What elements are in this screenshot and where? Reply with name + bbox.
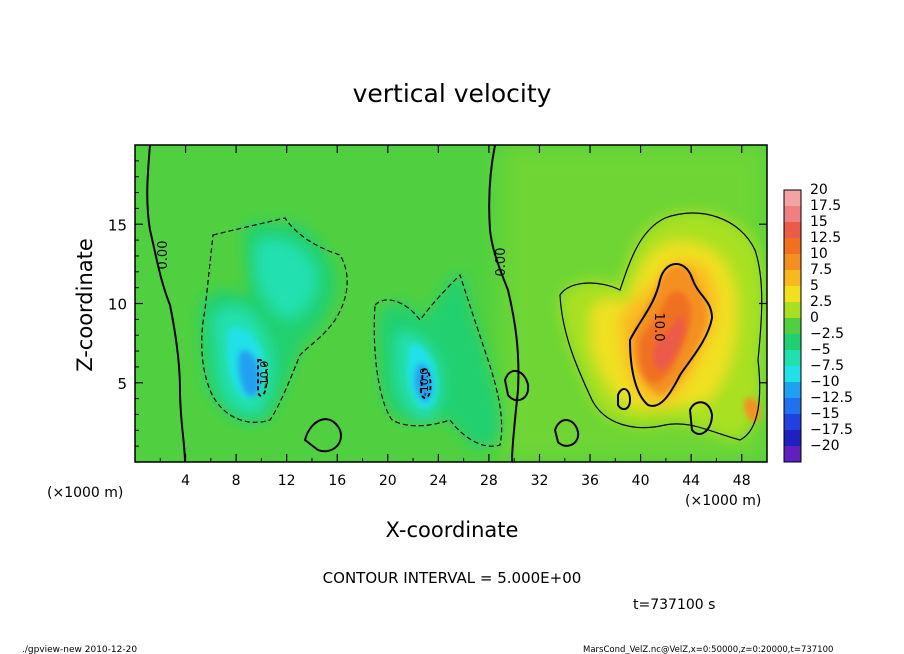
colorbar-label: 0 (810, 310, 819, 326)
x-tick-label: 8 (232, 473, 241, 489)
colorbar-label: −17.5 (810, 422, 853, 438)
colorbar-label: −2.5 (810, 326, 844, 342)
chart-title: vertical velocity (353, 79, 552, 108)
x-tick-label: 12 (278, 473, 296, 489)
colorbar-label: 17.5 (810, 198, 841, 214)
colorbar-swatch (784, 366, 801, 383)
neg-ten-contour-left (257, 359, 268, 397)
footer-right-text: MarsCond_VelZ.nc@VelZ,x=0:50000,z=0:2000… (583, 645, 833, 654)
colorbar-label: 15 (810, 214, 828, 230)
zero-contour-center (488, 145, 520, 462)
contour-label-group: 0.00 0.00 -10.0 -10.0 10.0 (156, 241, 666, 397)
ten-contour-small (617, 388, 632, 411)
zero-contour-blob-1 (303, 418, 342, 453)
contour-label: 0.00 (156, 241, 171, 270)
x-tick-label: 32 (531, 473, 549, 489)
colorbar-swatch (784, 382, 801, 399)
colorbar-label: 7.5 (810, 262, 832, 278)
y-axis-label: Z-coordinate (73, 238, 97, 372)
colorbar-label: −15 (810, 406, 840, 422)
colorbar-label: −12.5 (810, 390, 853, 406)
colorbar-swatch (784, 446, 801, 463)
colorbar-label: 2.5 (810, 294, 832, 310)
x-tick-label: 16 (328, 473, 346, 489)
heatmap-field: 0.00 0.00 -10.0 -10.0 10.0 (135, 145, 767, 462)
colorbar-label: −10 (810, 374, 840, 390)
contour-label: -10.0 (418, 368, 431, 396)
x-axis-unit-left: (×1000 m) (47, 485, 123, 501)
colorbar-swatch (784, 270, 801, 287)
y-tick-label: 15 (108, 216, 127, 234)
five-contour-right (559, 212, 763, 441)
x-tick-label: 40 (632, 473, 650, 489)
colorbar-label: −7.5 (810, 358, 844, 374)
colorbar-swatch (784, 350, 801, 367)
contour-interval-text: CONTOUR INTERVAL = 5.000E+00 (323, 569, 582, 587)
contour-label: 10.0 (651, 313, 666, 342)
colorbar-swatch (784, 190, 801, 207)
colorbar-swatch (784, 254, 801, 271)
neg-five-contour-left (201, 217, 348, 423)
colorbar-swatch (784, 302, 801, 319)
x-tick-label: 48 (733, 473, 751, 489)
x-tick-label: 36 (581, 473, 599, 489)
colorbar-swatch (784, 222, 801, 239)
colorbar-swatch (784, 286, 801, 303)
footer-left-text: ./gpview-new 2010-12-20 (22, 645, 137, 654)
colorbar-swatch (784, 238, 801, 255)
colorbar-swatch (784, 318, 801, 335)
zero-contour-blob-4 (688, 401, 714, 435)
neg-five-contour-center (373, 273, 503, 447)
zero-contour-left (146, 145, 186, 462)
colorbar-label: −5 (810, 342, 831, 358)
colorbar-label: 5 (810, 278, 819, 294)
colorbar-swatch (784, 206, 801, 223)
ten-contour-right (628, 263, 714, 407)
colorbar-swatch (784, 334, 801, 351)
contour-label: 0.00 (494, 248, 509, 277)
x-axis-unit-right: (×1000 m) (685, 493, 761, 509)
x-tick-label: 28 (480, 473, 498, 489)
colorbar-label: 20 (810, 182, 828, 198)
x-tick-label: 20 (379, 473, 397, 489)
zero-contour-blob-3 (553, 419, 580, 447)
colorbar: 2017.51512.5107.552.50−2.5−5−7.5−10−12.5… (783, 182, 853, 463)
downdraft-region-center (378, 274, 501, 449)
colorbar-label: 12.5 (810, 230, 841, 246)
zero-contour-blob-2 (503, 370, 530, 402)
x-tick-label: 4 (181, 473, 190, 489)
contour-lines (146, 145, 763, 462)
y-axis: 5 10 15 (108, 144, 767, 463)
x-tick-label: 24 (429, 473, 447, 489)
y-tick-label: 5 (117, 375, 127, 393)
updraft-region-right (560, 211, 765, 440)
x-axis-label: X-coordinate (386, 518, 519, 542)
colorbar-label: 10 (810, 246, 828, 262)
colorbar-swatch (784, 430, 801, 447)
x-axis: 4 8 12 16 20 24 28 32 36 40 44 48 (134, 145, 768, 489)
colorbar-label: −20 (810, 438, 840, 454)
x-tick-label: 44 (682, 473, 700, 489)
colorbar-frame (783, 189, 802, 463)
colorbar-swatch (784, 414, 801, 431)
colorbar-swatch (784, 398, 801, 415)
y-tick-label: 10 (108, 296, 127, 314)
contour-label: -10.0 (258, 361, 271, 389)
time-stamp-text: t=737100 s (633, 597, 715, 613)
